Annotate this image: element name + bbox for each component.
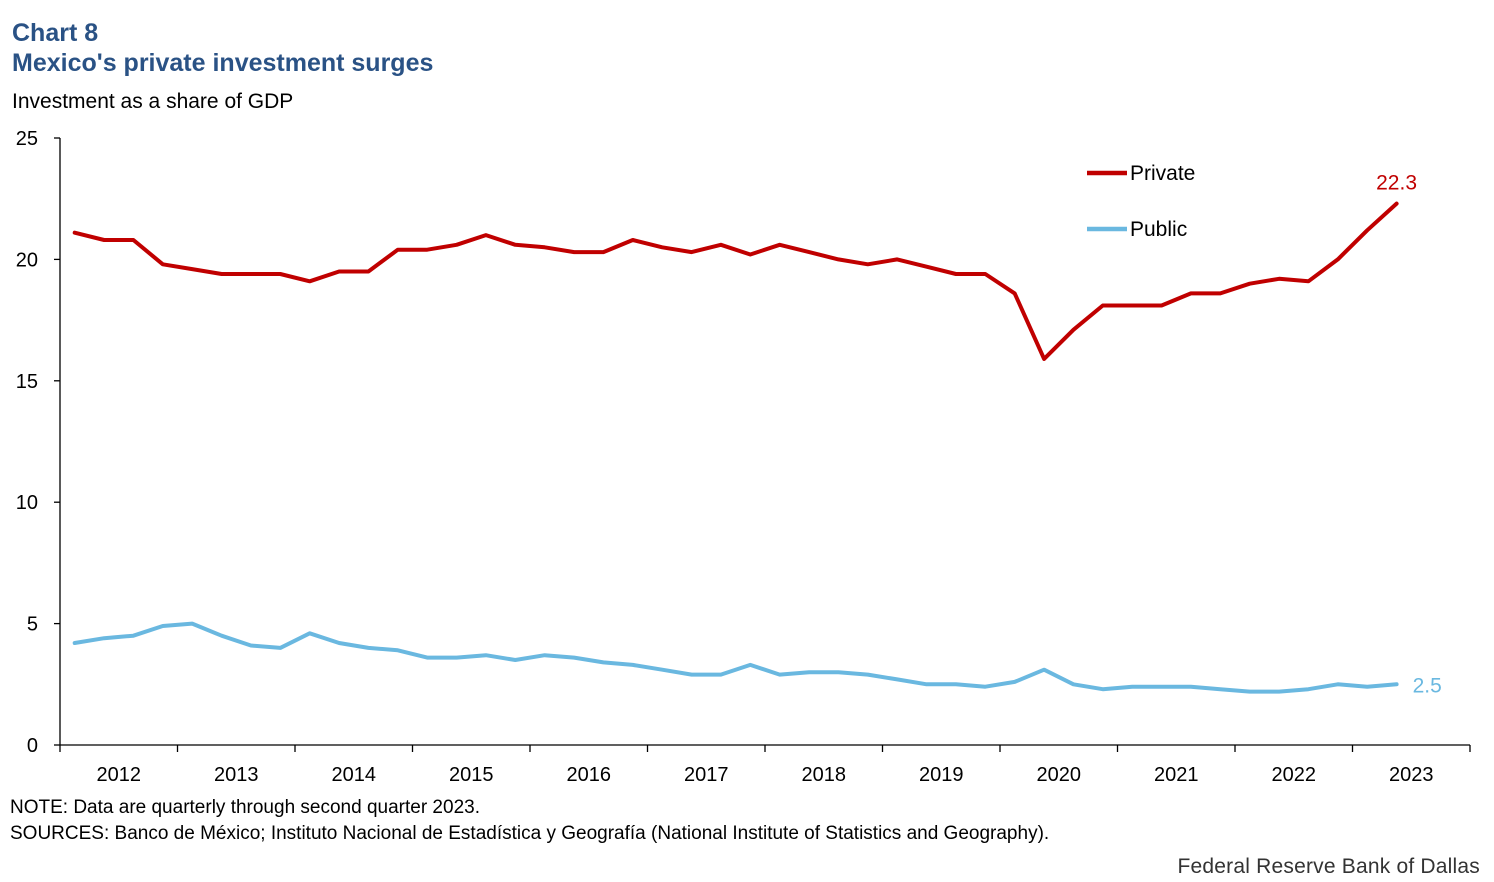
chart-number: Chart 8 [12, 19, 99, 47]
x-tick-label: 2013 [214, 764, 259, 786]
footnotes: NOTE: Data are quarterly through second … [10, 795, 1049, 847]
x-tick-label: 2018 [802, 764, 847, 786]
y-axis-unit-label: Investment as a share of GDP [12, 90, 294, 113]
legend: Private Public [1087, 162, 1195, 241]
legend-label-private: Private [1130, 162, 1195, 185]
x-tick-label: 2014 [332, 764, 377, 786]
chart-title-block: Chart 8 Mexico's private investment surg… [12, 18, 433, 78]
note-text: NOTE: Data are quarterly through second … [10, 797, 480, 818]
end-label-public: 2.5 [1413, 674, 1442, 697]
legend-label-public: Public [1130, 218, 1187, 241]
x-tick-label: 2021 [1154, 764, 1199, 786]
x-tick-label: 2015 [449, 764, 494, 786]
sources-text: SOURCES: Banco de México; Instituto Naci… [10, 823, 1050, 844]
chart-title: Mexico's private investment surges [12, 49, 434, 77]
x-tick-label: 2020 [1037, 764, 1082, 786]
y-tick-label: 0 [27, 735, 38, 757]
axes: 0 5 10 15 20 25 2012 2013 2014 2015 2016 2017 2018 20… [16, 128, 1471, 786]
y-tick-label: 5 [27, 614, 38, 636]
x-tick-label: 2023 [1389, 764, 1434, 786]
y-tick-label: 20 [16, 249, 38, 271]
credit-text: Federal Reserve Bank of Dallas [1177, 855, 1480, 878]
series-line-private [72, 201, 1399, 361]
x-tick-label: 2019 [919, 764, 964, 786]
series-line-public [72, 621, 1399, 694]
x-tick-label: 2016 [567, 764, 612, 786]
y-tick-label: 15 [16, 371, 38, 393]
x-tick-label: 2012 [97, 764, 142, 786]
x-tick-label: 2022 [1272, 764, 1317, 786]
y-tick-label: 10 [16, 492, 38, 514]
end-label-private: 22.3 [1376, 172, 1417, 195]
y-tick-label: 25 [16, 128, 38, 150]
series-layer: 22.3 2.5 [72, 172, 1442, 697]
x-tick-label: 2017 [684, 764, 729, 786]
